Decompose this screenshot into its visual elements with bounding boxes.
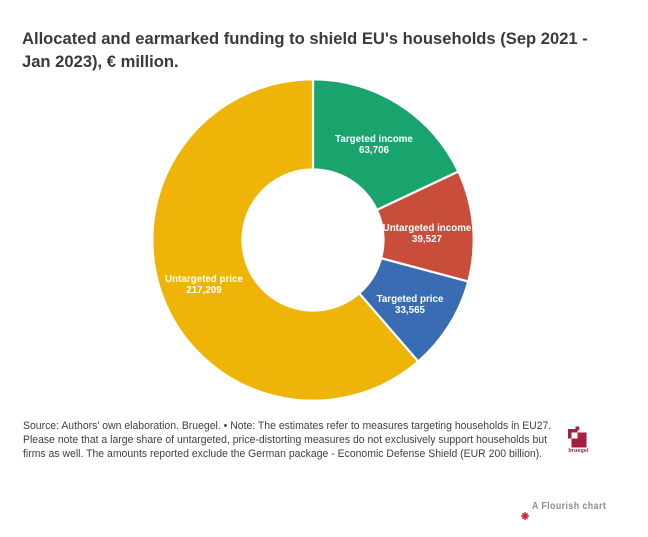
svg-text:bruegel: bruegel (568, 448, 589, 454)
